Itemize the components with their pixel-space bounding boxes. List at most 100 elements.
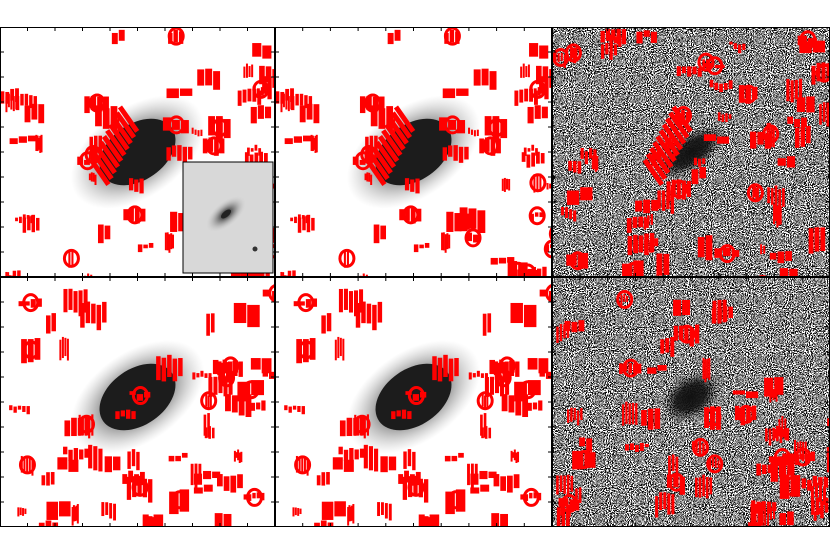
mask-pixel — [207, 413, 210, 438]
mask-pixel — [315, 134, 318, 153]
mask-pixel — [520, 494, 524, 500]
mask-ring — [464, 228, 482, 248]
mask-pixel — [22, 217, 27, 233]
mask-pixel — [764, 508, 767, 526]
mask-ring — [691, 437, 709, 457]
mask-blob — [729, 41, 746, 54]
mask-blob — [797, 30, 817, 50]
panel-grid — [0, 27, 830, 533]
mask-blob — [444, 452, 464, 462]
mask-blob — [704, 406, 722, 430]
mask-pixel — [527, 402, 532, 411]
mask-ring — [529, 79, 547, 99]
mask-pixel — [522, 63, 525, 78]
panel-frame — [275, 27, 552, 277]
mask-blob — [702, 357, 711, 383]
mask-pixel — [123, 209, 129, 221]
mask-pixel — [363, 444, 368, 469]
mask-blob — [668, 454, 679, 477]
mask-pixel — [737, 44, 742, 54]
mask-blob — [810, 482, 827, 506]
mask-pixel — [767, 507, 770, 526]
mask-pixel — [148, 479, 153, 503]
mask-pixel — [102, 301, 107, 323]
mask-pixel — [757, 131, 764, 145]
mask-pixel — [284, 405, 288, 411]
mask-pixel — [250, 402, 256, 411]
mask-pixel — [715, 406, 721, 430]
mask-pixel — [625, 401, 628, 424]
mask-pixel — [546, 183, 549, 190]
mask-blob — [564, 43, 582, 64]
mask-blob — [164, 232, 175, 253]
mask-pixel — [88, 173, 91, 181]
mask-blob — [403, 449, 416, 471]
mask-pixel — [794, 128, 800, 148]
mask-blob — [377, 502, 392, 521]
mask-pixel — [102, 108, 110, 129]
mask-blob — [259, 65, 275, 88]
mask-pixel — [514, 90, 519, 106]
mask-blob — [290, 93, 313, 112]
mask-blob — [243, 487, 265, 507]
mask-pixel — [649, 233, 655, 252]
mask-pixel — [756, 186, 759, 201]
mask-pixel — [287, 96, 290, 112]
mask-pixel — [168, 455, 175, 462]
mask-pixel — [712, 300, 717, 322]
inset-core — [221, 209, 231, 219]
mask-pixel — [299, 105, 306, 123]
mask-pixel — [360, 416, 363, 436]
mask-pixel — [262, 45, 272, 59]
mask-pixel — [484, 377, 489, 397]
mask-pixel — [663, 253, 670, 275]
mask-pixel — [620, 295, 623, 305]
mask-pixel — [243, 66, 246, 78]
mask-pixel — [600, 44, 605, 59]
mask-pixel — [114, 111, 137, 139]
mask-pixel — [522, 394, 529, 418]
mask-blob — [507, 261, 528, 277]
mask-blob — [402, 475, 429, 503]
mask-blob — [756, 463, 773, 476]
mask-pixel — [405, 207, 410, 221]
mask-ring — [167, 115, 185, 135]
mask-pixel — [506, 178, 509, 190]
mask-pixel — [633, 234, 638, 253]
mask-pixel — [740, 408, 746, 426]
mask-pixel — [149, 517, 156, 527]
mask-blob — [666, 179, 691, 202]
mask-blob — [734, 404, 757, 426]
mask-pixel — [819, 104, 822, 125]
mask-pixel — [39, 135, 42, 153]
mask-pixel — [768, 122, 771, 143]
mask-pixel — [179, 88, 193, 96]
mask-pixel — [299, 301, 305, 306]
mask-pixel — [656, 253, 663, 276]
mask-pixel — [636, 31, 643, 44]
mask-pixel — [118, 29, 125, 41]
mask-pixel — [643, 30, 650, 37]
mask-pixel — [192, 372, 196, 380]
mask-pixel — [638, 216, 644, 228]
mask-blob — [203, 413, 210, 438]
mask-pixel — [40, 134, 43, 153]
mask-pixel — [596, 155, 599, 171]
mask-pixel — [728, 80, 733, 89]
mask-pixel — [639, 442, 644, 451]
mask-pixel — [316, 475, 321, 486]
mask-blob — [156, 354, 183, 382]
mask-pixel — [223, 476, 230, 491]
mask-blob — [18, 455, 36, 476]
mask-pixel — [361, 301, 366, 324]
mask-pixel — [455, 489, 466, 512]
mask-blob — [501, 177, 511, 192]
mask-pixel — [755, 187, 758, 201]
mask-blob — [192, 370, 212, 380]
mask-pixel — [647, 367, 657, 374]
mask-pixel — [252, 492, 256, 499]
mask-pixel — [801, 478, 807, 489]
mask-pixel — [182, 146, 188, 163]
mask-pixel — [158, 527, 164, 533]
mask-blob — [216, 474, 243, 493]
